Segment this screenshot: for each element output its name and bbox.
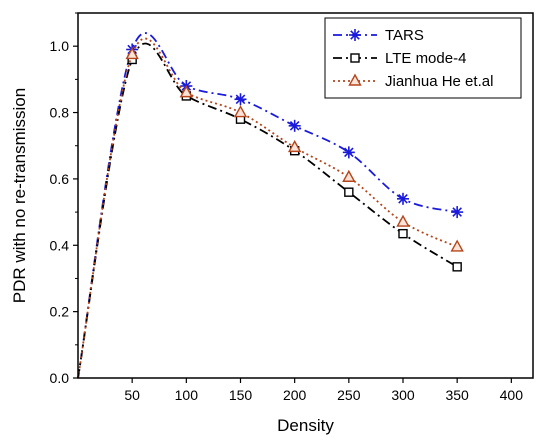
series-line	[77, 37, 458, 379]
marker-stroke	[235, 94, 246, 105]
y-tick-label: 0.6	[50, 171, 70, 187]
y-tick-label: 0.0	[50, 370, 70, 386]
legend-item: TARS	[333, 27, 424, 44]
series-jianhua-he-et-al	[77, 37, 464, 379]
marker-stroke	[350, 30, 360, 40]
legend: TARS LTE mode-4 Jianhua He et.al	[324, 17, 522, 99]
legend-label: TARS	[385, 27, 424, 44]
legend-label: LTE mode-4	[385, 50, 466, 67]
x-tick-label: 400	[500, 387, 524, 403]
marker-stroke	[398, 194, 408, 204]
x-tick-label: 50	[124, 387, 140, 403]
y-tick-label: 1.0	[50, 38, 70, 54]
legend-marker	[348, 73, 362, 86]
marker-stroke	[344, 147, 354, 158]
legend-marker	[349, 29, 361, 41]
y-tick-label: 0.2	[50, 304, 70, 320]
x-tick-label: 200	[283, 387, 307, 403]
marker-stroke	[452, 207, 462, 217]
data-point	[397, 192, 409, 205]
x-tick-label: 300	[391, 387, 415, 403]
legend-marker	[350, 53, 360, 63]
data-point	[450, 239, 464, 252]
data-point	[342, 146, 355, 159]
series-line	[77, 32, 458, 379]
y-tick-label: 0.8	[50, 105, 70, 121]
ticks-layer: 50 100 150 200 250 300 350 400 0.0 0.2 0.4 0.6 0.8 1.…	[50, 12, 524, 403]
x-tick-label: 250	[337, 387, 361, 403]
y-tick-label: 0.4	[50, 237, 70, 253]
data-point	[396, 214, 410, 227]
data-point	[398, 228, 408, 239]
series-layer	[77, 32, 464, 379]
data-point	[451, 206, 464, 219]
data-point	[234, 93, 247, 106]
x-tick-label: 100	[175, 387, 199, 403]
data-point	[287, 139, 302, 153]
data-point	[288, 119, 301, 132]
x-tick-label: 150	[229, 387, 253, 403]
legend-item: Jianhua He et.al	[333, 73, 493, 90]
series-line	[77, 42, 458, 379]
marker-stroke	[289, 121, 300, 131]
data-point	[452, 262, 462, 272]
plot-frame	[77, 12, 534, 379]
data-point	[344, 187, 354, 197]
legend-item: LTE mode-4	[333, 50, 466, 67]
data-point	[125, 47, 139, 60]
data-point	[179, 85, 194, 98]
legend-label: Jianhua He et.al	[385, 73, 493, 90]
x-axis-title: Density	[277, 416, 334, 435]
data-point	[342, 169, 356, 182]
data-point	[233, 105, 248, 118]
y-axis-title: PDR with no re-transmission	[10, 88, 29, 303]
x-tick-label: 350	[445, 387, 469, 403]
